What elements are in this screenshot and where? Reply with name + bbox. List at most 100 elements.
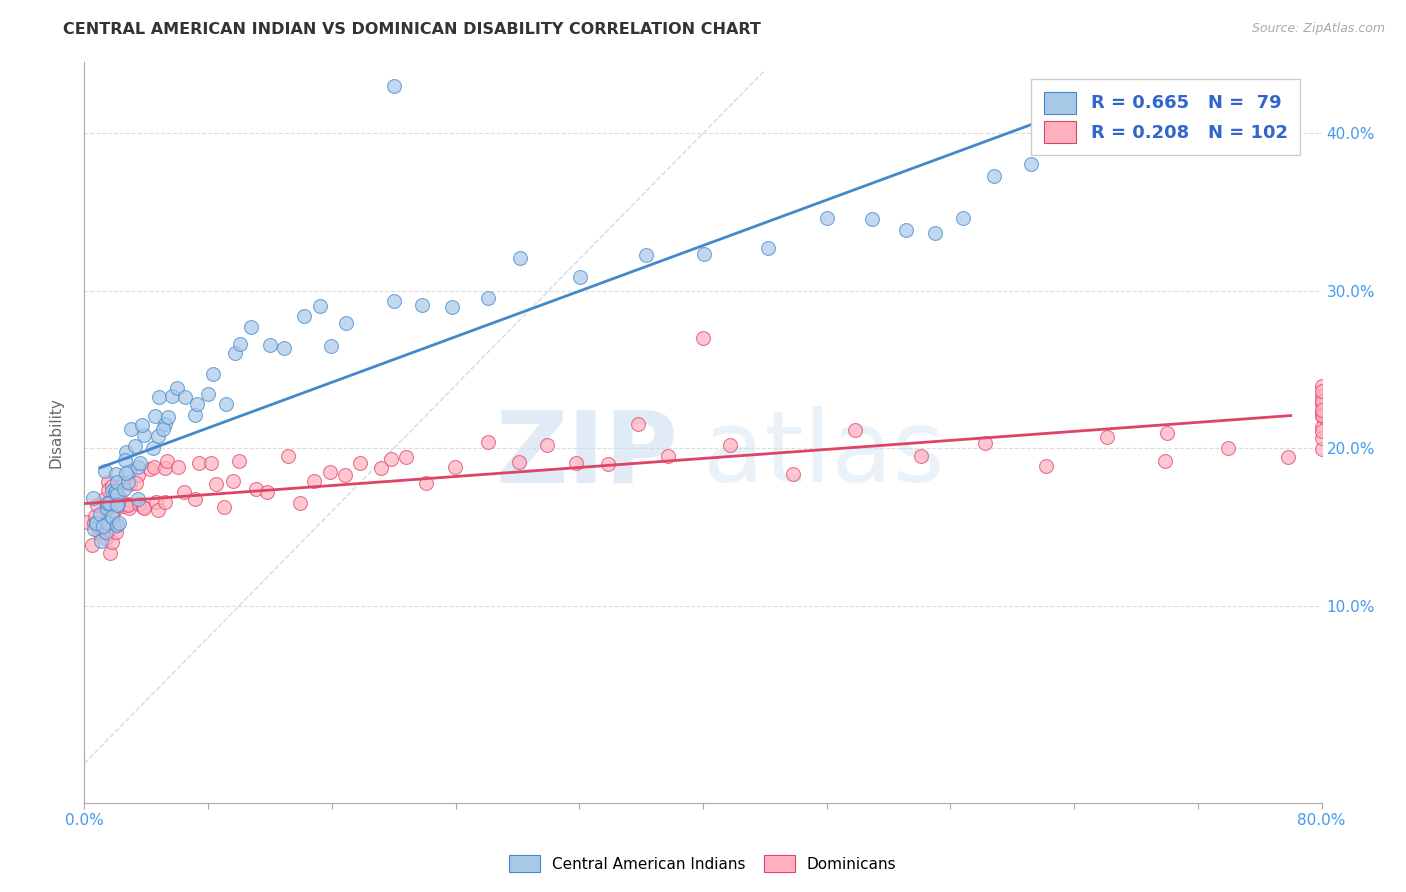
Point: [100, 504, 122, 518]
Point: [146, 502, 169, 516]
Point: [96, 495, 118, 509]
Point: [115, 466, 138, 480]
Point: [536, 438, 558, 452]
Point: [120, 477, 142, 491]
Point: [657, 449, 679, 463]
Point: [1310, 389, 1333, 403]
Point: [974, 436, 997, 450]
Point: [96, 501, 118, 516]
Point: [93, 491, 115, 506]
Point: [97, 475, 120, 489]
Point: [212, 500, 235, 514]
Point: [201, 368, 224, 382]
Point: [983, 169, 1005, 183]
Point: [1310, 384, 1333, 398]
Point: [229, 336, 252, 351]
Point: [117, 498, 139, 512]
Point: [1156, 425, 1178, 440]
Point: [477, 434, 499, 449]
Point: [139, 462, 162, 476]
Text: Source: ZipAtlas.com: Source: ZipAtlas.com: [1251, 22, 1385, 36]
Point: [333, 468, 356, 483]
Point: [156, 454, 179, 468]
Point: [718, 438, 741, 452]
Point: [166, 459, 188, 474]
Point: [273, 342, 295, 356]
Point: [894, 223, 917, 237]
Point: [509, 251, 531, 265]
Point: [910, 449, 932, 463]
Point: [125, 475, 148, 490]
Point: [596, 457, 619, 471]
Point: [1095, 430, 1118, 444]
Point: [782, 467, 804, 481]
Point: [111, 499, 134, 513]
Point: [309, 299, 332, 313]
Point: [349, 456, 371, 470]
Point: [100, 511, 122, 525]
Point: [477, 291, 499, 305]
Point: [292, 309, 315, 323]
Point: [86, 498, 108, 512]
Point: [97, 516, 120, 531]
Point: [1310, 403, 1333, 417]
Point: [110, 496, 132, 510]
Point: [380, 451, 402, 466]
Point: [145, 495, 167, 509]
Legend: Central American Indians, Dominicans: Central American Indians, Dominicans: [502, 847, 904, 880]
Point: [153, 417, 176, 431]
Point: [132, 501, 155, 516]
Point: [94, 525, 117, 540]
Point: [103, 505, 125, 519]
Point: [120, 422, 142, 436]
Point: [197, 387, 219, 401]
Point: [105, 499, 128, 513]
Point: [98, 546, 121, 560]
Point: [91, 522, 114, 536]
Point: [101, 479, 124, 493]
Point: [1310, 420, 1333, 434]
Point: [1310, 408, 1333, 422]
Point: [245, 482, 267, 496]
Text: atlas: atlas: [703, 407, 945, 503]
Point: [166, 381, 188, 395]
Point: [107, 497, 129, 511]
Point: [96, 516, 118, 530]
Point: [692, 331, 714, 345]
Point: [115, 445, 138, 459]
Point: [924, 226, 946, 240]
Point: [395, 450, 418, 464]
Point: [94, 501, 117, 516]
Point: [443, 459, 465, 474]
Point: [288, 495, 311, 509]
Point: [90, 522, 112, 536]
Point: [108, 495, 131, 509]
Point: [117, 475, 139, 490]
Point: [186, 397, 208, 411]
Point: [382, 294, 405, 309]
Point: [101, 483, 124, 498]
Point: [844, 423, 866, 437]
Point: [128, 497, 150, 511]
Point: [1019, 157, 1042, 171]
Point: [108, 516, 131, 530]
Point: [1310, 442, 1333, 456]
Point: [815, 211, 838, 225]
Point: [118, 464, 141, 478]
Point: [96, 527, 118, 541]
Point: [183, 409, 205, 423]
Point: [277, 449, 299, 463]
Point: [127, 492, 149, 507]
Point: [1310, 405, 1333, 419]
Point: [101, 510, 124, 524]
Point: [83, 516, 105, 531]
Point: [148, 429, 170, 443]
Point: [83, 522, 105, 536]
Point: [370, 461, 392, 475]
Point: [89, 507, 111, 521]
Point: [142, 441, 165, 455]
Point: [132, 500, 155, 515]
Point: [117, 497, 139, 511]
Point: [215, 397, 238, 411]
Point: [112, 476, 135, 491]
